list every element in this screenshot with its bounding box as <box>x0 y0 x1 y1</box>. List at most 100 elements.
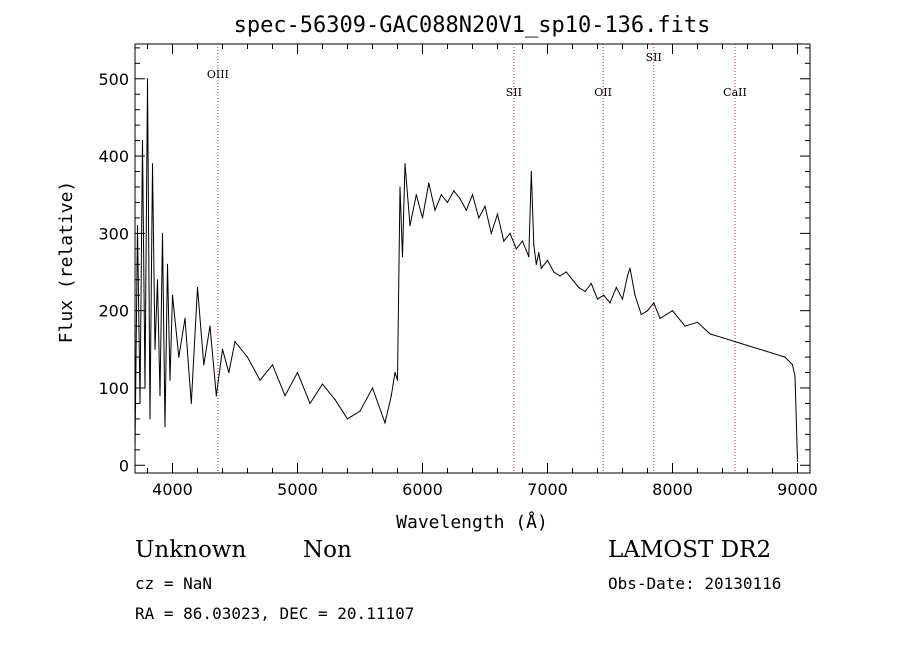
spectrum-point <box>440 194 442 196</box>
spectrum-point <box>671 310 674 312</box>
y-axis-label: Flux (relative) <box>56 181 77 344</box>
survey-name: LAMOST DR2 <box>608 537 772 563</box>
spectrum-point <box>409 225 411 227</box>
spectrum-point <box>465 209 467 211</box>
spectrum-point <box>596 298 599 300</box>
spectrum-point <box>190 402 192 404</box>
spectrum-point <box>478 217 480 219</box>
spectrum-point <box>590 283 592 285</box>
spectrum-point <box>490 232 492 234</box>
spectrum-point <box>215 395 217 397</box>
spectrum-point <box>149 418 151 420</box>
spectrum-point <box>528 256 530 258</box>
spectrum-point <box>626 275 629 277</box>
spectrum-point <box>284 395 286 397</box>
x-tick-label: 7000 <box>527 480 568 499</box>
x-tick-label: 6000 <box>402 480 443 499</box>
x-tick-label: 4000 <box>152 480 193 499</box>
axis-ticks: 4000 5000 6000 7000 8000 9000 0 100 200 300 400 500 <box>98 44 818 499</box>
spectrum-point <box>334 399 336 401</box>
spectrum-point <box>196 286 199 289</box>
spectrum-point <box>271 364 274 366</box>
emission-line-markers: OIII SII OII SII CaII <box>207 44 747 473</box>
redshift-cz: cz = NaN <box>135 574 213 593</box>
spectrum-point <box>471 194 474 196</box>
plot-frame <box>134 43 811 474</box>
spectrum-point <box>164 426 166 428</box>
spectrum-point <box>390 395 392 397</box>
spectrum-point <box>578 286 580 289</box>
spectrum-point <box>609 302 611 304</box>
spectrum-point <box>530 170 532 173</box>
spectrum-points <box>134 78 799 462</box>
object-subclass: Non <box>303 537 352 563</box>
spectrum-point <box>546 259 549 261</box>
spectrum-point <box>146 78 149 80</box>
spectrum-point <box>428 182 430 184</box>
spectrum-point <box>246 356 249 358</box>
spectrum-point <box>154 348 156 350</box>
spectrum-point <box>171 294 174 296</box>
spectrum-point <box>538 252 540 254</box>
emission-line-label: OIII <box>207 68 229 81</box>
emission-line-label: OII <box>594 86 612 99</box>
observation-date: Obs-Date: 20130116 <box>608 574 782 593</box>
spectrum-point <box>459 198 461 200</box>
spectrum-point <box>139 402 141 404</box>
x-tick-label: 9000 <box>777 480 818 499</box>
x-tick-label: 5000 <box>277 480 318 499</box>
spectrum-point <box>166 263 169 265</box>
spectrum-point <box>734 341 736 343</box>
spectrum-point <box>159 395 161 397</box>
spectrum-point <box>640 313 642 316</box>
spectrum-point <box>394 371 396 374</box>
emission-line-label: SII <box>506 86 522 99</box>
y-tick-label: 300 <box>98 224 129 243</box>
spectrum-point <box>615 286 617 289</box>
spectrum-point <box>496 213 499 215</box>
spectrum-point <box>509 232 511 234</box>
spectrum-point <box>565 271 567 273</box>
spectrum-point <box>484 205 486 207</box>
y-tick-label: 0 <box>119 456 129 475</box>
spectrum-point <box>721 337 724 339</box>
spectrum-point <box>784 356 786 358</box>
spectrum-point <box>759 348 761 350</box>
spectrum-point <box>665 313 667 316</box>
spectrum-point <box>653 302 655 304</box>
spectrum-point <box>453 190 455 192</box>
spectrum-point <box>434 209 436 211</box>
object-class: Unknown <box>135 537 247 563</box>
spectrum-point <box>404 163 406 165</box>
spectrum-point <box>415 194 417 196</box>
spectrum-point <box>503 240 505 242</box>
y-tick-label: 400 <box>98 147 129 166</box>
spectrum-point <box>533 244 535 246</box>
spectrum-point <box>221 348 224 350</box>
spectrum-point <box>521 240 524 242</box>
spectrum-point <box>659 317 661 319</box>
x-tick-label: 8000 <box>652 480 693 499</box>
spectrum-point <box>296 371 299 374</box>
spectrum-point <box>359 410 361 412</box>
spectrum-point <box>184 317 186 319</box>
spectrum-point <box>178 356 180 358</box>
spectrum-point <box>553 271 555 273</box>
chart-title: spec-56309-GAC088N20V1_sp10-136.fits <box>234 13 711 38</box>
spectrum-point <box>309 402 311 404</box>
spectrum-point <box>346 418 349 420</box>
spectrum-point <box>535 263 537 265</box>
spectrum-point <box>399 186 401 188</box>
emission-line-label: SII <box>646 51 662 64</box>
spectrum-point <box>696 321 699 323</box>
spectrum-point <box>384 422 386 424</box>
spectrum-point <box>421 217 424 219</box>
spectrum-point <box>709 333 711 335</box>
spectrum-point <box>371 387 374 389</box>
spectrum-point <box>634 294 636 296</box>
coordinates: RA = 86.03023, DEC = 20.11107 <box>135 604 415 623</box>
spectrum-point <box>234 341 236 343</box>
y-tick-label: 200 <box>98 302 129 321</box>
emission-line-label: CaII <box>723 86 747 99</box>
spectrum-point <box>321 383 324 385</box>
